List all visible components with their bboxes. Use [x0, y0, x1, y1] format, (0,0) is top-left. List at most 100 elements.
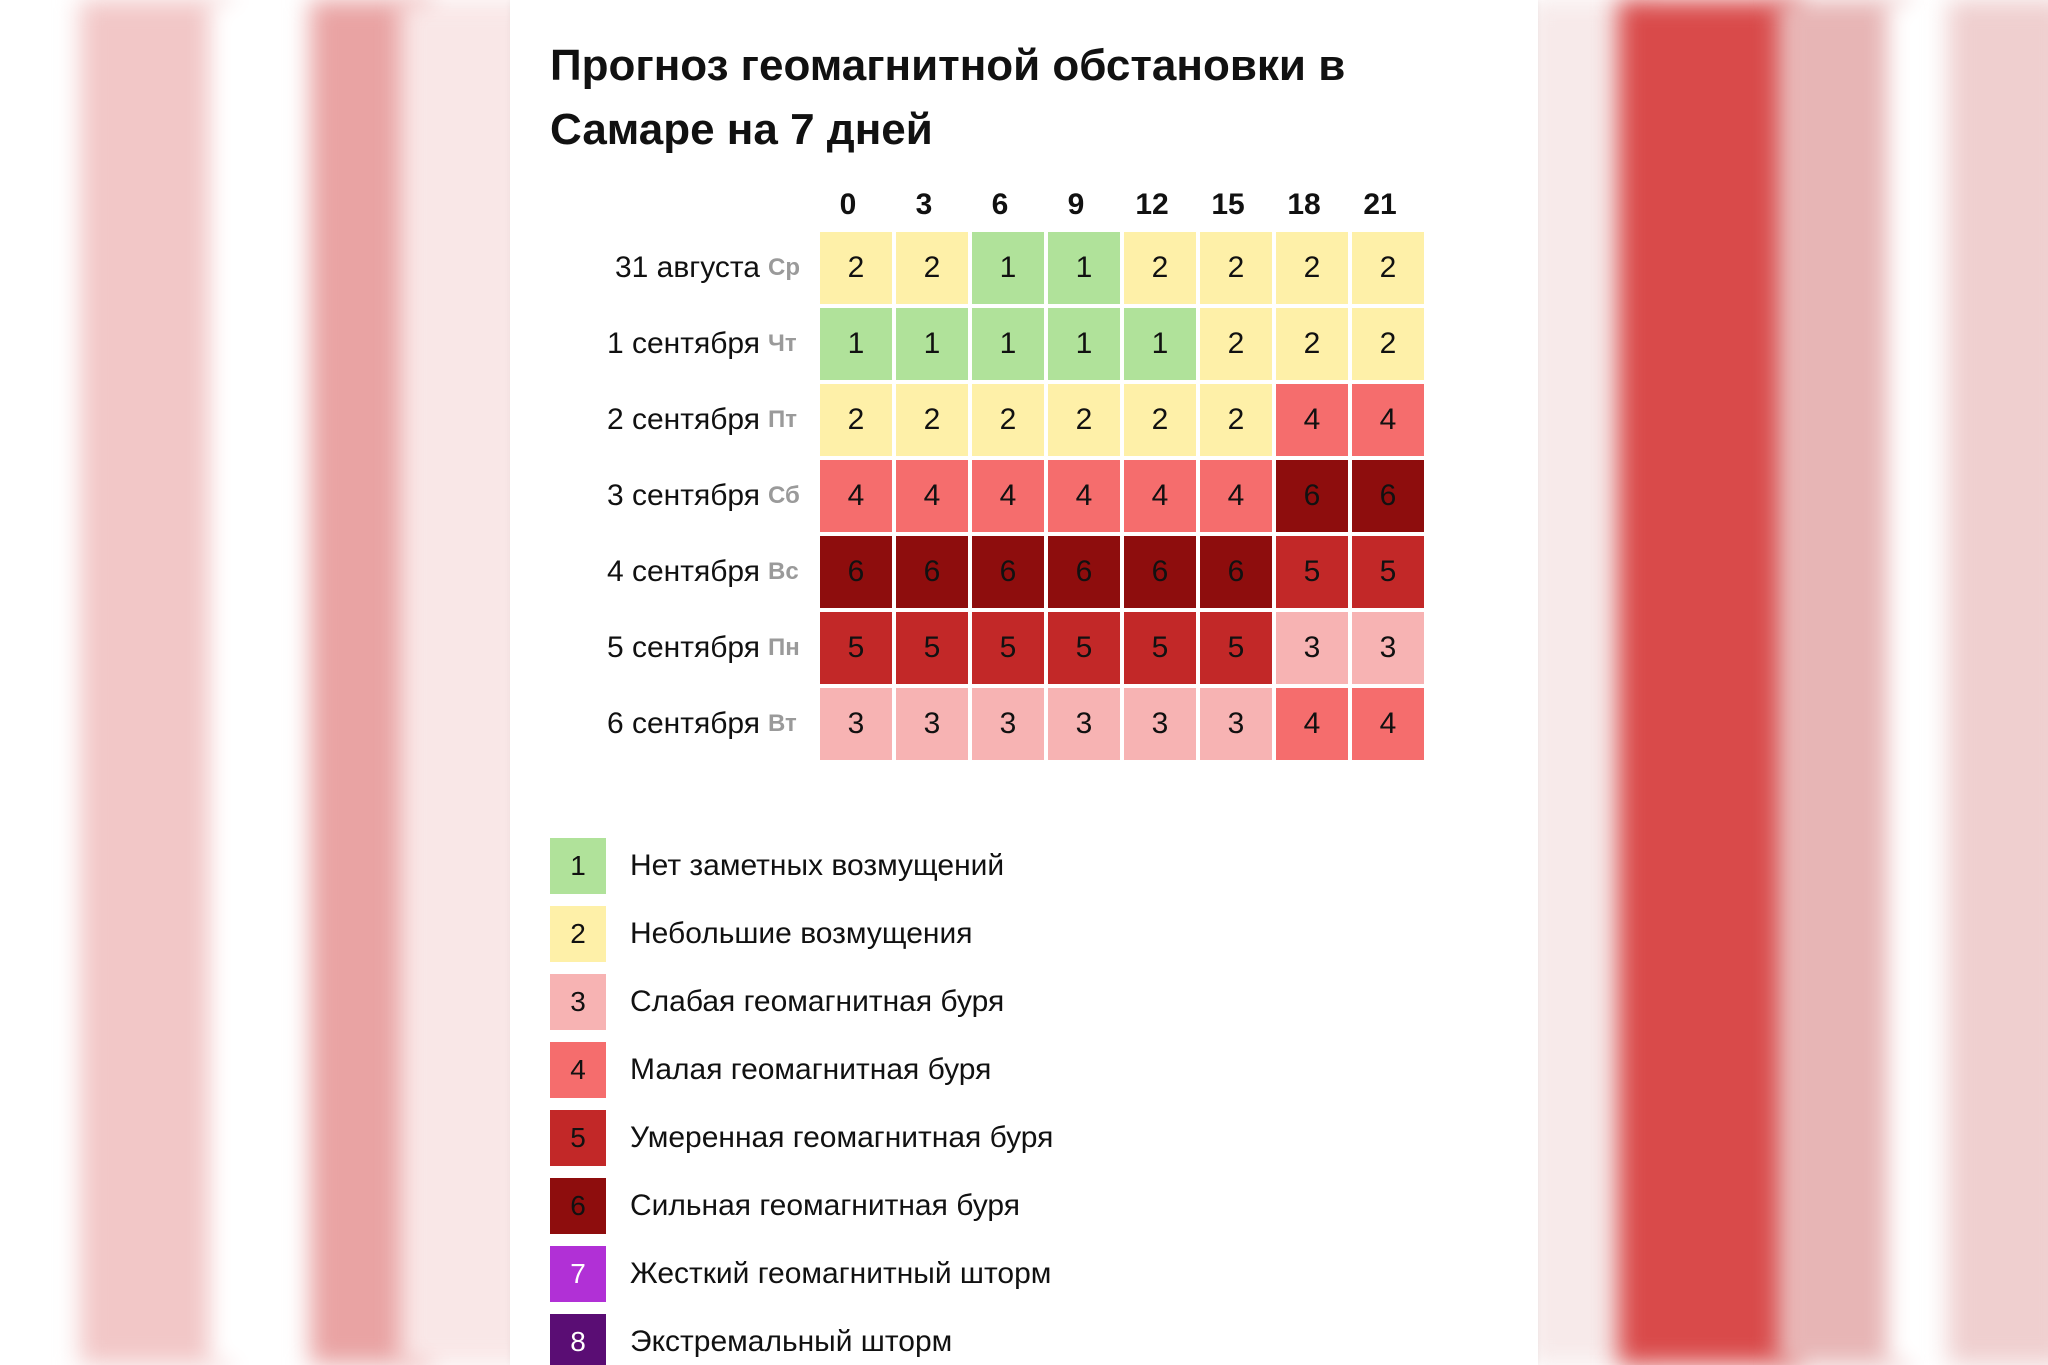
heatmap-cell: 2 — [1124, 232, 1196, 304]
legend-label: Умеренная геомагнитная буря — [630, 1121, 1053, 1155]
background-slab — [1948, 0, 2048, 1365]
heatmap-cell: 4 — [1352, 384, 1424, 456]
forecast-row: 6 сентябряВт33333344 — [550, 686, 1498, 762]
row-date: 31 августа — [550, 251, 760, 285]
heatmap-cell: 3 — [1352, 612, 1424, 684]
forecast-row: 4 сентябряВс66666655 — [550, 534, 1498, 610]
hour-header-cell: 0 — [810, 188, 886, 222]
row-cells: 44444466 — [818, 458, 1426, 534]
heatmap-cell: 5 — [896, 612, 968, 684]
row-date: 5 сентября — [550, 631, 760, 665]
row-dow: Чт — [760, 330, 818, 358]
row-dow: Пн — [760, 634, 818, 662]
hour-header-cell: 18 — [1266, 188, 1342, 222]
heatmap-cell: 4 — [896, 460, 968, 532]
heatmap-cell: 6 — [1048, 536, 1120, 608]
legend-label: Жесткий геомагнитный шторм — [630, 1257, 1051, 1291]
heatmap-cell: 5 — [1048, 612, 1120, 684]
legend-row: 2Небольшие возмущения — [550, 900, 1498, 968]
hour-header-cell: 6 — [962, 188, 1038, 222]
heatmap-cell: 2 — [820, 232, 892, 304]
legend-swatch: 7 — [550, 1246, 606, 1302]
forecast-row: 3 сентябряСб44444466 — [550, 458, 1498, 534]
heatmap-cell: 1 — [896, 308, 968, 380]
legend-swatch: 5 — [550, 1110, 606, 1166]
hour-header-cell: 21 — [1342, 188, 1418, 222]
heatmap-cell: 5 — [1352, 536, 1424, 608]
heatmap-cell: 6 — [972, 536, 1044, 608]
heatmap-cell: 2 — [1276, 232, 1348, 304]
heatmap-cell: 3 — [1048, 688, 1120, 760]
legend-swatch: 8 — [550, 1314, 606, 1365]
row-dow: Ср — [760, 254, 818, 282]
legend-row: 3Слабая геомагнитная буря — [550, 968, 1498, 1036]
heatmap-cell: 6 — [1352, 460, 1424, 532]
heatmap-cell: 4 — [1276, 384, 1348, 456]
forecast-panel: Прогноз геомагнитной обстановки в Самаре… — [510, 0, 1538, 1365]
heatmap-cell: 2 — [972, 384, 1044, 456]
heatmap-cell: 2 — [820, 384, 892, 456]
row-dow: Сб — [760, 482, 818, 510]
background-left — [0, 0, 520, 1365]
row-cells: 66666655 — [818, 534, 1426, 610]
forecast-row: 2 сентябряПт22222244 — [550, 382, 1498, 458]
legend-label: Нет заметных возмущений — [630, 849, 1004, 883]
heatmap-cell: 1 — [1048, 308, 1120, 380]
forecast-row: 5 сентябряПн55555533 — [550, 610, 1498, 686]
legend-row: 5 Умеренная геомагнитная буря — [550, 1104, 1498, 1172]
page-title: Прогноз геомагнитной обстановки в Самаре… — [550, 34, 1498, 162]
legend-row: 1 Нет заметных возмущений — [550, 832, 1498, 900]
heatmap-cell: 6 — [1276, 460, 1348, 532]
heatmap-cell: 1 — [1124, 308, 1196, 380]
row-cells: 22112222 — [818, 230, 1426, 306]
legend-swatch: 1 — [550, 838, 606, 894]
heatmap-cell: 4 — [1200, 460, 1272, 532]
heatmap-cell: 2 — [1124, 384, 1196, 456]
background-slab — [80, 0, 230, 1365]
legend: 1 Нет заметных возмущений 2Небольшие возму… — [550, 832, 1498, 1365]
hour-header-cell: 9 — [1038, 188, 1114, 222]
forecast-row: 1 сентябряЧт11111222 — [550, 306, 1498, 382]
row-date: 2 сентября — [550, 403, 760, 437]
row-date: 1 сентября — [550, 327, 760, 361]
legend-row: 4 Малая геомагнитная буря — [550, 1036, 1498, 1104]
heatmap-cell: 2 — [896, 232, 968, 304]
legend-label: Экстремальный шторм — [630, 1325, 952, 1359]
heatmap-cell: 4 — [972, 460, 1044, 532]
heatmap-cell: 3 — [896, 688, 968, 760]
legend-row: 7 Жесткий геомагнитный шторм — [550, 1240, 1498, 1308]
background-slab — [1618, 0, 1798, 1365]
row-dow: Вс — [760, 558, 818, 586]
heatmap-cell: 4 — [1352, 688, 1424, 760]
heatmap-cell: 3 — [1276, 612, 1348, 684]
hour-header-cell: 12 — [1114, 188, 1190, 222]
forecast-row: 31 августаСр22112222 — [550, 230, 1498, 306]
heatmap-cell: 4 — [1048, 460, 1120, 532]
legend-row: 6Сильная геомагнитная буря — [550, 1172, 1498, 1240]
row-cells: 33333344 — [818, 686, 1426, 762]
row-date: 6 сентября — [550, 707, 760, 741]
heatmap-cell: 6 — [1200, 536, 1272, 608]
row-date: 3 сентября — [550, 479, 760, 513]
heatmap-cell: 3 — [972, 688, 1044, 760]
heatmap-cell: 1 — [972, 308, 1044, 380]
row-dow: Вт — [760, 710, 818, 738]
heatmap-cell: 5 — [1276, 536, 1348, 608]
heatmap-cell: 6 — [820, 536, 892, 608]
heatmap-cell: 5 — [820, 612, 892, 684]
legend-label: Сильная геомагнитная буря — [630, 1189, 1020, 1223]
heatmap-cell: 5 — [972, 612, 1044, 684]
legend-swatch: 3 — [550, 974, 606, 1030]
heatmap-cell: 2 — [1276, 308, 1348, 380]
legend-swatch: 4 — [550, 1042, 606, 1098]
heatmap-cell: 4 — [1124, 460, 1196, 532]
heatmap-cell: 3 — [1200, 688, 1272, 760]
row-cells: 11111222 — [818, 306, 1426, 382]
row-cells: 55555533 — [818, 610, 1426, 686]
legend-label: Малая геомагнитная буря — [630, 1053, 991, 1087]
heatmap-cell: 4 — [1276, 688, 1348, 760]
legend-row: 8 Экстремальный шторм — [550, 1308, 1498, 1365]
heatmap-cell: 6 — [896, 536, 968, 608]
row-dow: Пт — [760, 406, 818, 434]
legend-swatch: 2 — [550, 906, 606, 962]
